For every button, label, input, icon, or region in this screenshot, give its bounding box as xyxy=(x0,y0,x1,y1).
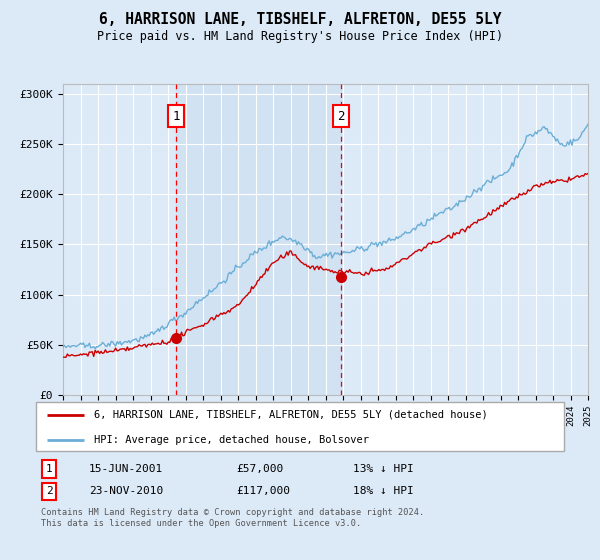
Text: 6, HARRISON LANE, TIBSHELF, ALFRETON, DE55 5LY (detached house): 6, HARRISON LANE, TIBSHELF, ALFRETON, DE… xyxy=(94,410,488,420)
Text: 2: 2 xyxy=(46,487,53,496)
Text: £57,000: £57,000 xyxy=(236,464,284,474)
Text: 13% ↓ HPI: 13% ↓ HPI xyxy=(353,464,413,474)
Text: HPI: Average price, detached house, Bolsover: HPI: Average price, detached house, Bols… xyxy=(94,435,369,445)
Text: 1: 1 xyxy=(46,464,53,474)
Text: 15-JUN-2001: 15-JUN-2001 xyxy=(89,464,163,474)
Text: Price paid vs. HM Land Registry's House Price Index (HPI): Price paid vs. HM Land Registry's House … xyxy=(97,30,503,43)
Text: 1: 1 xyxy=(172,110,180,123)
Text: 23-NOV-2010: 23-NOV-2010 xyxy=(89,487,163,496)
Text: Contains HM Land Registry data © Crown copyright and database right 2024.
This d: Contains HM Land Registry data © Crown c… xyxy=(41,508,425,528)
Text: £117,000: £117,000 xyxy=(236,487,290,496)
Text: 18% ↓ HPI: 18% ↓ HPI xyxy=(353,487,413,496)
Bar xyxy=(176,84,341,395)
Text: 2: 2 xyxy=(337,110,345,123)
Text: 6, HARRISON LANE, TIBSHELF, ALFRETON, DE55 5LY: 6, HARRISON LANE, TIBSHELF, ALFRETON, DE… xyxy=(99,12,501,27)
FancyBboxPatch shape xyxy=(36,402,564,451)
